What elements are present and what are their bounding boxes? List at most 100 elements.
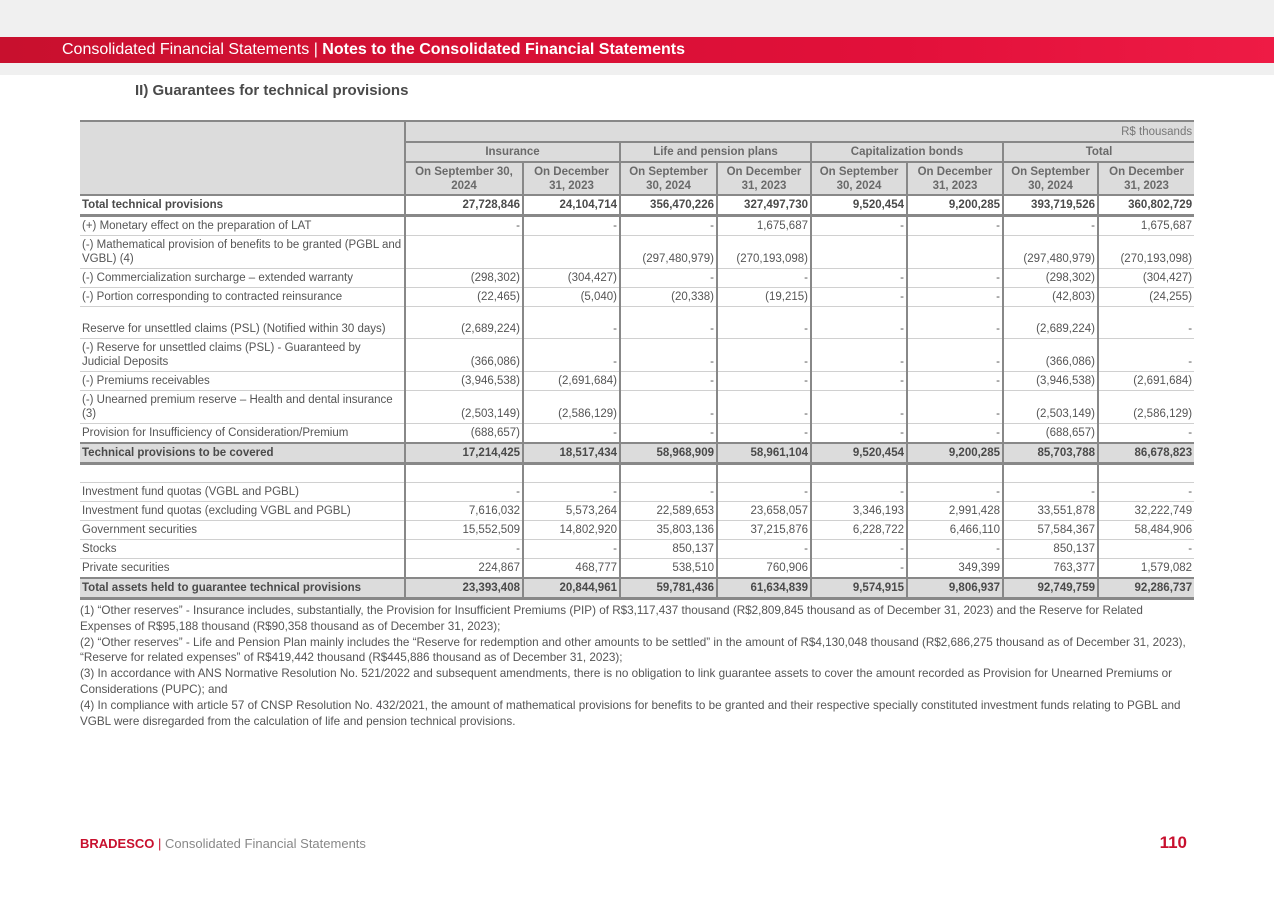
cell-value: - <box>716 390 811 424</box>
cell-value: 61,634,839 <box>716 577 811 600</box>
cell-value: (2,689,224) <box>404 306 523 339</box>
page-body: R$ thousands Insurance Life and pension pl… <box>80 120 1195 853</box>
page-number: 110 <box>1159 833 1187 852</box>
cell-value: 58,961,104 <box>716 442 811 465</box>
cell-value: (366,086) <box>404 338 523 372</box>
footer: BRADESCO | Consolidated Financial Statem… <box>80 836 366 851</box>
separator: | <box>154 836 166 851</box>
cell-value: - <box>404 215 523 236</box>
section-title: Consolidated Financial Statements <box>62 41 310 58</box>
cell-value: 14,802,920 <box>522 520 620 540</box>
cell-value: 6,228,722 <box>810 520 907 540</box>
cell-value: (298,302) <box>404 268 523 288</box>
column-header: On September 30, 2024 <box>619 161 717 195</box>
cell-value: 2,991,428 <box>906 501 1003 521</box>
cell-value: 360,802,729 <box>1096 194 1195 217</box>
cell-value: - <box>522 482 620 502</box>
column-header: On September 30, 2024 <box>404 161 523 195</box>
cell-value: - <box>810 482 907 502</box>
cell-value: - <box>906 287 1003 307</box>
cell-value: - <box>522 539 620 559</box>
cell-value: (3,946,538) <box>404 371 523 391</box>
cell-value: - <box>1096 306 1195 339</box>
cell-value: 760,906 <box>716 558 811 579</box>
cell-value: 35,803,136 <box>619 520 717 540</box>
cell-value: (2,503,149) <box>1002 390 1098 424</box>
cell-value <box>1096 463 1195 483</box>
cell-value: 538,510 <box>619 558 717 579</box>
footnote: (1) “Other reserves” - Insurance include… <box>80 604 1143 633</box>
cell-value: 23,393,408 <box>404 577 523 600</box>
table-row: Government securities 15,552,509 14,802,92… <box>80 520 1195 540</box>
cell-value: (304,427) <box>522 268 620 288</box>
cell-value: - <box>906 423 1003 444</box>
table-row: Total assets held to guarantee technical… <box>80 577 1195 600</box>
cell-value: - <box>906 390 1003 424</box>
cell-value: 7,616,032 <box>404 501 523 521</box>
cell-value: (688,657) <box>404 423 523 444</box>
table-row: (-) Commercialization surcharge – extend… <box>80 268 1195 288</box>
row-label: (-) Portion corresponding to contracted … <box>80 287 405 307</box>
cell-value: 37,215,876 <box>716 520 811 540</box>
cell-value: (2,586,129) <box>522 390 620 424</box>
guarantees-table: R$ thousands Insurance Life and pension pl… <box>80 120 1195 600</box>
cell-value: 32,222,749 <box>1096 501 1195 521</box>
cell-value: - <box>716 482 811 502</box>
cell-value: - <box>1002 215 1098 236</box>
cell-value: - <box>619 423 717 444</box>
cell-value: (366,086) <box>1002 338 1098 372</box>
cell-value: 92,286,737 <box>1096 577 1195 600</box>
cell-value: - <box>619 215 717 236</box>
cell-value: (24,255) <box>1096 287 1195 307</box>
group-header: Capitalization bonds <box>810 141 1003 162</box>
cell-value: (42,803) <box>1002 287 1098 307</box>
cell-value: (297,480,979) <box>1002 235 1098 269</box>
cell-value: - <box>906 306 1003 339</box>
cell-value: 763,377 <box>1002 558 1098 579</box>
cell-value: (22,465) <box>404 287 523 307</box>
row-label: Total technical provisions <box>80 194 405 217</box>
cell-value: 33,551,878 <box>1002 501 1098 521</box>
cell-value: 1,579,082 <box>1096 558 1195 579</box>
cell-value: 24,104,714 <box>522 194 620 217</box>
cell-value: 58,484,906 <box>1096 520 1195 540</box>
unit-label: R$ thousands <box>403 120 1195 142</box>
cell-value: - <box>1096 539 1195 559</box>
row-label: (-) Premiums receivables <box>80 371 405 391</box>
cell-value <box>404 235 523 269</box>
cell-value: - <box>522 306 620 339</box>
cell-value: - <box>810 306 907 339</box>
cell-value: - <box>716 306 811 339</box>
table-row: Investment fund quotas (excluding VGBL a… <box>80 501 1195 521</box>
cell-value: - <box>906 371 1003 391</box>
cell-value: (20,338) <box>619 287 717 307</box>
page-title: II) Guarantees for technical provisions <box>135 82 409 99</box>
row-label: Private securities <box>80 558 405 579</box>
column-header: On December 31, 2023 <box>716 161 811 195</box>
cell-value: 59,781,436 <box>619 577 717 600</box>
table-row: (-) Portion corresponding to contracted … <box>80 287 1195 307</box>
cell-value: 1,675,687 <box>1096 215 1195 236</box>
cell-value: 17,214,425 <box>404 442 523 465</box>
cell-value: - <box>906 215 1003 236</box>
cell-value: - <box>810 268 907 288</box>
cell-value: - <box>716 371 811 391</box>
cell-value: (19,215) <box>716 287 811 307</box>
cell-value: - <box>716 423 811 444</box>
cell-value: - <box>906 539 1003 559</box>
cell-value: - <box>810 390 907 424</box>
brand-logo: BRADESCO <box>80 836 155 851</box>
row-label: Total assets held to guarantee technical… <box>80 577 405 600</box>
cell-value: (297,480,979) <box>619 235 717 269</box>
table-row: Stocks - -850,137- - -850,137- <box>80 539 1195 559</box>
cell-value: 9,520,454 <box>810 442 907 465</box>
group-header: Insurance <box>404 141 620 162</box>
cell-value: - <box>619 390 717 424</box>
row-header-blank <box>80 120 405 195</box>
cell-value: (270,193,098) <box>1096 235 1195 269</box>
cell-value: 850,137 <box>619 539 717 559</box>
cell-value: (304,427) <box>1096 268 1195 288</box>
cell-value: - <box>810 215 907 236</box>
row-label: (+) Monetary effect on the preparation o… <box>80 215 405 236</box>
column-header: On September 30, 2024 <box>1002 161 1098 195</box>
